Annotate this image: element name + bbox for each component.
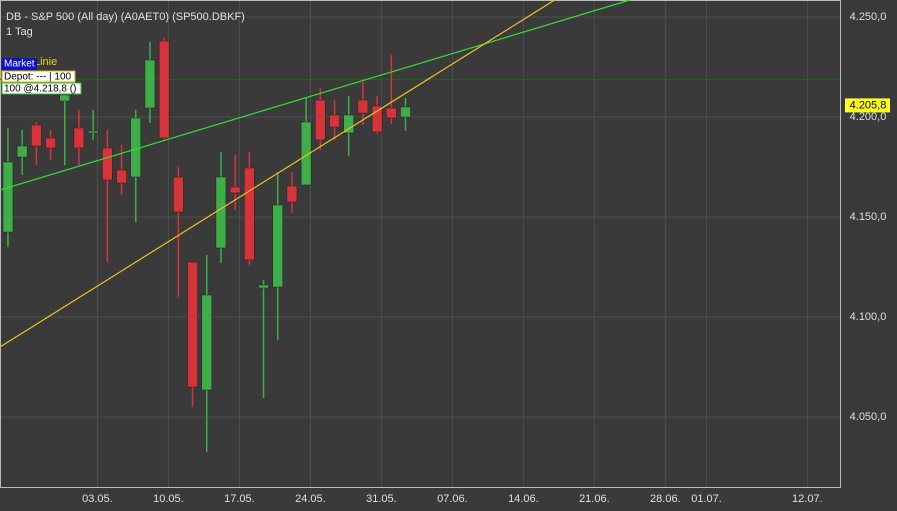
candle-body (300, 121, 312, 186)
candle-body (371, 105, 383, 133)
x-tick-label: 31.05. (366, 493, 397, 505)
candle-body (87, 130, 99, 134)
x-tick-label: 28.06. (650, 493, 681, 505)
candle-body (229, 186, 241, 194)
x-tick-label: 07.06. (437, 493, 468, 505)
candle-body (258, 284, 269, 289)
candle-body (73, 127, 85, 149)
candle-body (215, 176, 227, 249)
candle-body (2, 161, 14, 233)
chart-title: DB - S&P 500 (All day) (A0AET0) (SP500.D… (6, 11, 245, 23)
order-label[interactable]: 100 @4.218,8 () (4, 84, 76, 95)
x-tick-label: 12.07. (792, 493, 823, 505)
candle-body (16, 145, 28, 158)
market-label[interactable]: Market (4, 59, 35, 70)
candle-body (343, 114, 354, 134)
y-tick-label: 4.100,0 (850, 311, 887, 323)
candle-body (329, 114, 340, 128)
last-price-box (845, 98, 890, 113)
candle-body (158, 40, 170, 139)
candle-body (116, 169, 127, 184)
plot-border (0, 0, 841, 488)
depot-label: Depot: --- | 100 (4, 72, 72, 83)
candle-body (201, 294, 212, 391)
candle-body (286, 185, 298, 203)
candle-body (31, 124, 42, 147)
candle-body (357, 99, 369, 114)
line-name: Linie (34, 56, 57, 68)
chart-subtitle: 1 Tag (6, 26, 33, 38)
x-tick-label: 14.06. (508, 493, 539, 505)
x-tick-label: 17.05. (224, 493, 255, 505)
plot-area: 4.050,0 4.100,0 4.150,0 4.200,0 4.250,0 03.05… (0, 0, 886, 505)
candle-body (244, 167, 255, 261)
candle-body (59, 94, 70, 102)
market-box[interactable] (2, 58, 37, 70)
x-tick-label: 21.06. (579, 493, 610, 505)
order-box[interactable] (1, 82, 82, 95)
candle-body (272, 204, 283, 288)
candle-body (173, 176, 184, 213)
x-tick-label: 24.05. (295, 493, 326, 505)
y-tick-label: 4.200,0 (850, 111, 887, 123)
x-tick-label: 01.07. (691, 493, 722, 505)
trendline (0, 0, 555, 348)
candle-body (315, 99, 326, 141)
candle-body (102, 147, 113, 181)
depot-box (1, 70, 76, 83)
candle-body (386, 107, 397, 119)
y-tick-label: 4.250,0 (850, 11, 887, 23)
trendline (0, 0, 631, 191)
candle-body (144, 59, 156, 109)
candle-body (400, 106, 411, 118)
y-tick-label: 4.050,0 (850, 411, 887, 423)
y-tick-label: 4.150,0 (850, 211, 887, 223)
x-tick-label: 10.05. (153, 493, 184, 505)
x-tick-label: 03.05. (82, 493, 113, 505)
last-price-label: 4.205,8 (850, 99, 887, 111)
candle-body (187, 261, 198, 388)
candle-body (45, 137, 56, 149)
